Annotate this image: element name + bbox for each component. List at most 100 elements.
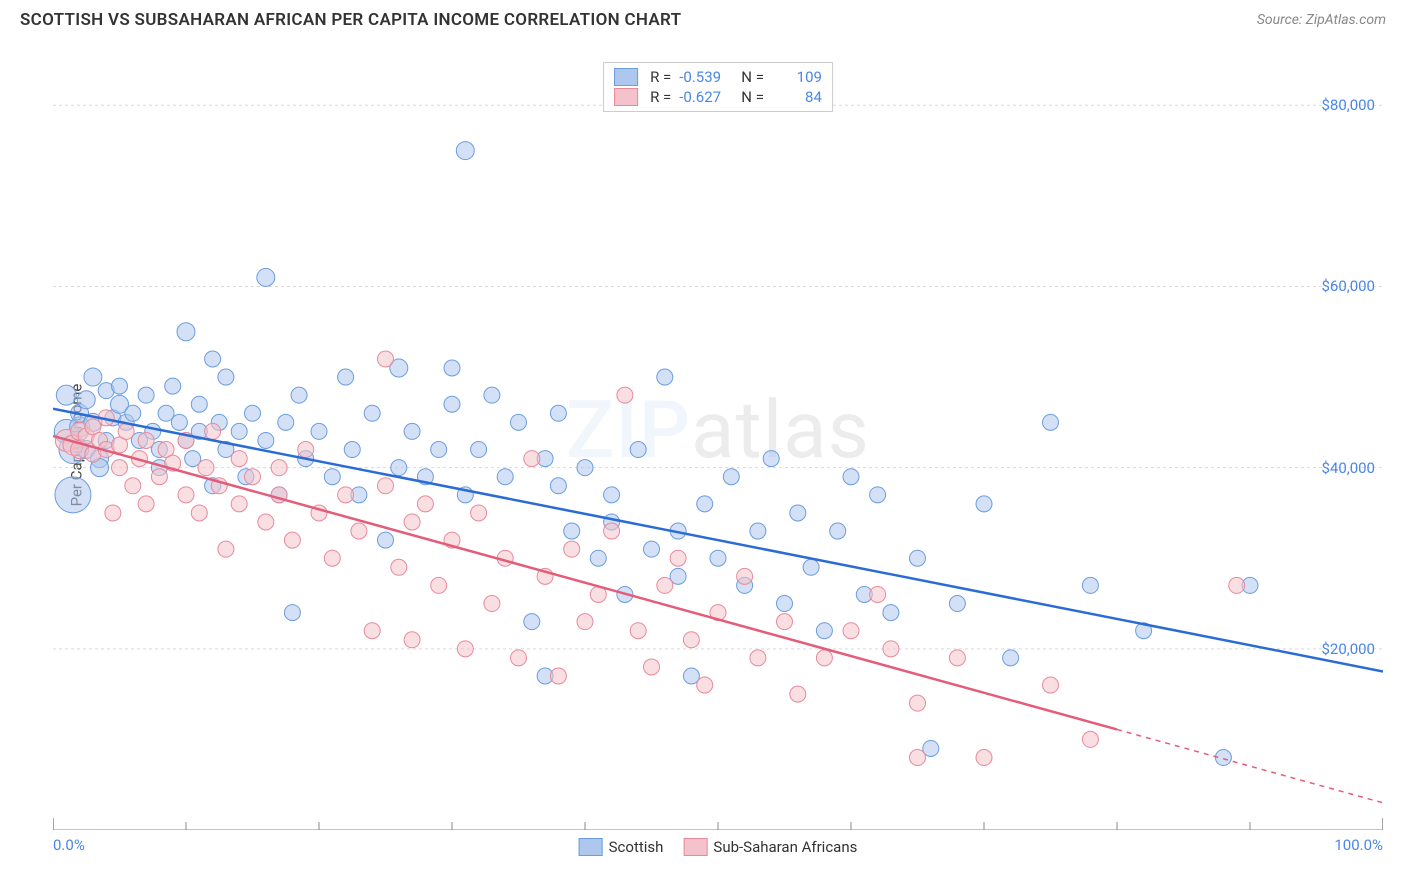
data-point[interactable] — [364, 623, 380, 639]
data-point[interactable] — [278, 414, 294, 430]
data-point[interactable] — [231, 496, 247, 512]
data-point[interactable] — [258, 514, 274, 530]
data-point[interactable] — [378, 532, 394, 548]
data-point[interactable] — [118, 423, 134, 439]
data-point[interactable] — [245, 469, 261, 485]
data-point[interactable] — [218, 541, 234, 557]
series-legend-item[interactable]: Scottish — [579, 838, 664, 856]
data-point[interactable] — [657, 577, 673, 593]
data-point[interactable] — [843, 623, 859, 639]
data-point[interactable] — [391, 559, 407, 575]
data-point[interactable] — [457, 641, 473, 657]
data-point[interactable] — [378, 478, 394, 494]
data-point[interactable] — [471, 505, 487, 521]
data-point[interactable] — [777, 614, 793, 630]
data-point[interactable] — [112, 460, 128, 476]
data-point[interactable] — [1229, 577, 1245, 593]
series-legend-item[interactable]: Sub-Saharan Africans — [683, 838, 857, 856]
data-point[interactable] — [577, 614, 593, 630]
data-point[interactable] — [138, 387, 154, 403]
data-point[interactable] — [910, 695, 926, 711]
data-point[interactable] — [1082, 577, 1098, 593]
data-point[interactable] — [344, 442, 360, 458]
data-point[interactable] — [550, 405, 566, 421]
data-point[interactable] — [577, 460, 593, 476]
data-point[interactable] — [883, 641, 899, 657]
data-point[interactable] — [604, 487, 620, 503]
data-point[interactable] — [444, 396, 460, 412]
data-point[interactable] — [511, 650, 527, 666]
data-point[interactable] — [191, 505, 207, 521]
data-point[interactable] — [431, 577, 447, 593]
data-point[interactable] — [417, 496, 433, 512]
data-point[interactable] — [630, 442, 646, 458]
data-point[interactable] — [364, 405, 380, 421]
data-point[interactable] — [338, 369, 354, 385]
data-point[interactable] — [125, 478, 141, 494]
data-point[interactable] — [138, 496, 154, 512]
data-point[interactable] — [351, 523, 367, 539]
data-point[interactable] — [378, 351, 394, 367]
data-point[interactable] — [830, 523, 846, 539]
data-point[interactable] — [777, 596, 793, 612]
data-point[interactable] — [151, 469, 167, 485]
data-point[interactable] — [816, 650, 832, 666]
data-point[interactable] — [391, 460, 407, 476]
data-point[interactable] — [138, 432, 154, 448]
data-point[interactable] — [177, 323, 195, 341]
data-point[interactable] — [311, 423, 327, 439]
data-point[interactable] — [644, 659, 660, 675]
data-point[interactable] — [1043, 677, 1059, 693]
data-point[interactable] — [683, 632, 699, 648]
data-point[interactable] — [257, 268, 275, 286]
data-point[interactable] — [949, 650, 965, 666]
data-point[interactable] — [191, 396, 207, 412]
data-point[interactable] — [710, 550, 726, 566]
data-point[interactable] — [205, 423, 221, 439]
data-point[interactable] — [1043, 414, 1059, 430]
data-point[interactable] — [55, 477, 91, 513]
data-point[interactable] — [484, 387, 500, 403]
data-point[interactable] — [291, 387, 307, 403]
data-point[interactable] — [84, 368, 102, 386]
data-point[interactable] — [178, 487, 194, 503]
data-point[interactable] — [564, 541, 580, 557]
data-point[interactable] — [497, 469, 513, 485]
data-point[interactable] — [205, 351, 221, 367]
data-point[interactable] — [231, 423, 247, 439]
data-point[interactable] — [883, 605, 899, 621]
data-point[interactable] — [258, 432, 274, 448]
data-point[interactable] — [125, 405, 141, 421]
data-point[interactable] — [657, 369, 673, 385]
data-point[interactable] — [524, 451, 540, 467]
data-point[interactable] — [284, 605, 300, 621]
data-point[interactable] — [1003, 650, 1019, 666]
data-point[interactable] — [484, 596, 500, 612]
data-point[interactable] — [77, 391, 95, 409]
data-point[interactable] — [550, 478, 566, 494]
data-point[interactable] — [105, 505, 121, 521]
data-point[interactable] — [564, 523, 580, 539]
data-point[interactable] — [112, 378, 128, 394]
data-point[interactable] — [790, 686, 806, 702]
data-point[interactable] — [750, 523, 766, 539]
data-point[interactable] — [910, 750, 926, 766]
data-point[interactable] — [697, 496, 713, 512]
data-point[interactable] — [697, 677, 713, 693]
data-point[interactable] — [511, 414, 527, 430]
data-point[interactable] — [870, 487, 886, 503]
data-point[interactable] — [604, 523, 620, 539]
data-point[interactable] — [843, 469, 859, 485]
data-point[interactable] — [590, 550, 606, 566]
data-point[interactable] — [171, 414, 187, 430]
data-point[interactable] — [644, 541, 660, 557]
data-point[interactable] — [790, 505, 806, 521]
data-point[interactable] — [630, 623, 646, 639]
data-point[interactable] — [218, 369, 234, 385]
data-point[interactable] — [524, 614, 540, 630]
data-point[interactable] — [949, 596, 965, 612]
data-point[interactable] — [617, 387, 633, 403]
data-point[interactable] — [456, 142, 474, 160]
data-point[interactable] — [324, 550, 340, 566]
data-point[interactable] — [816, 623, 832, 639]
